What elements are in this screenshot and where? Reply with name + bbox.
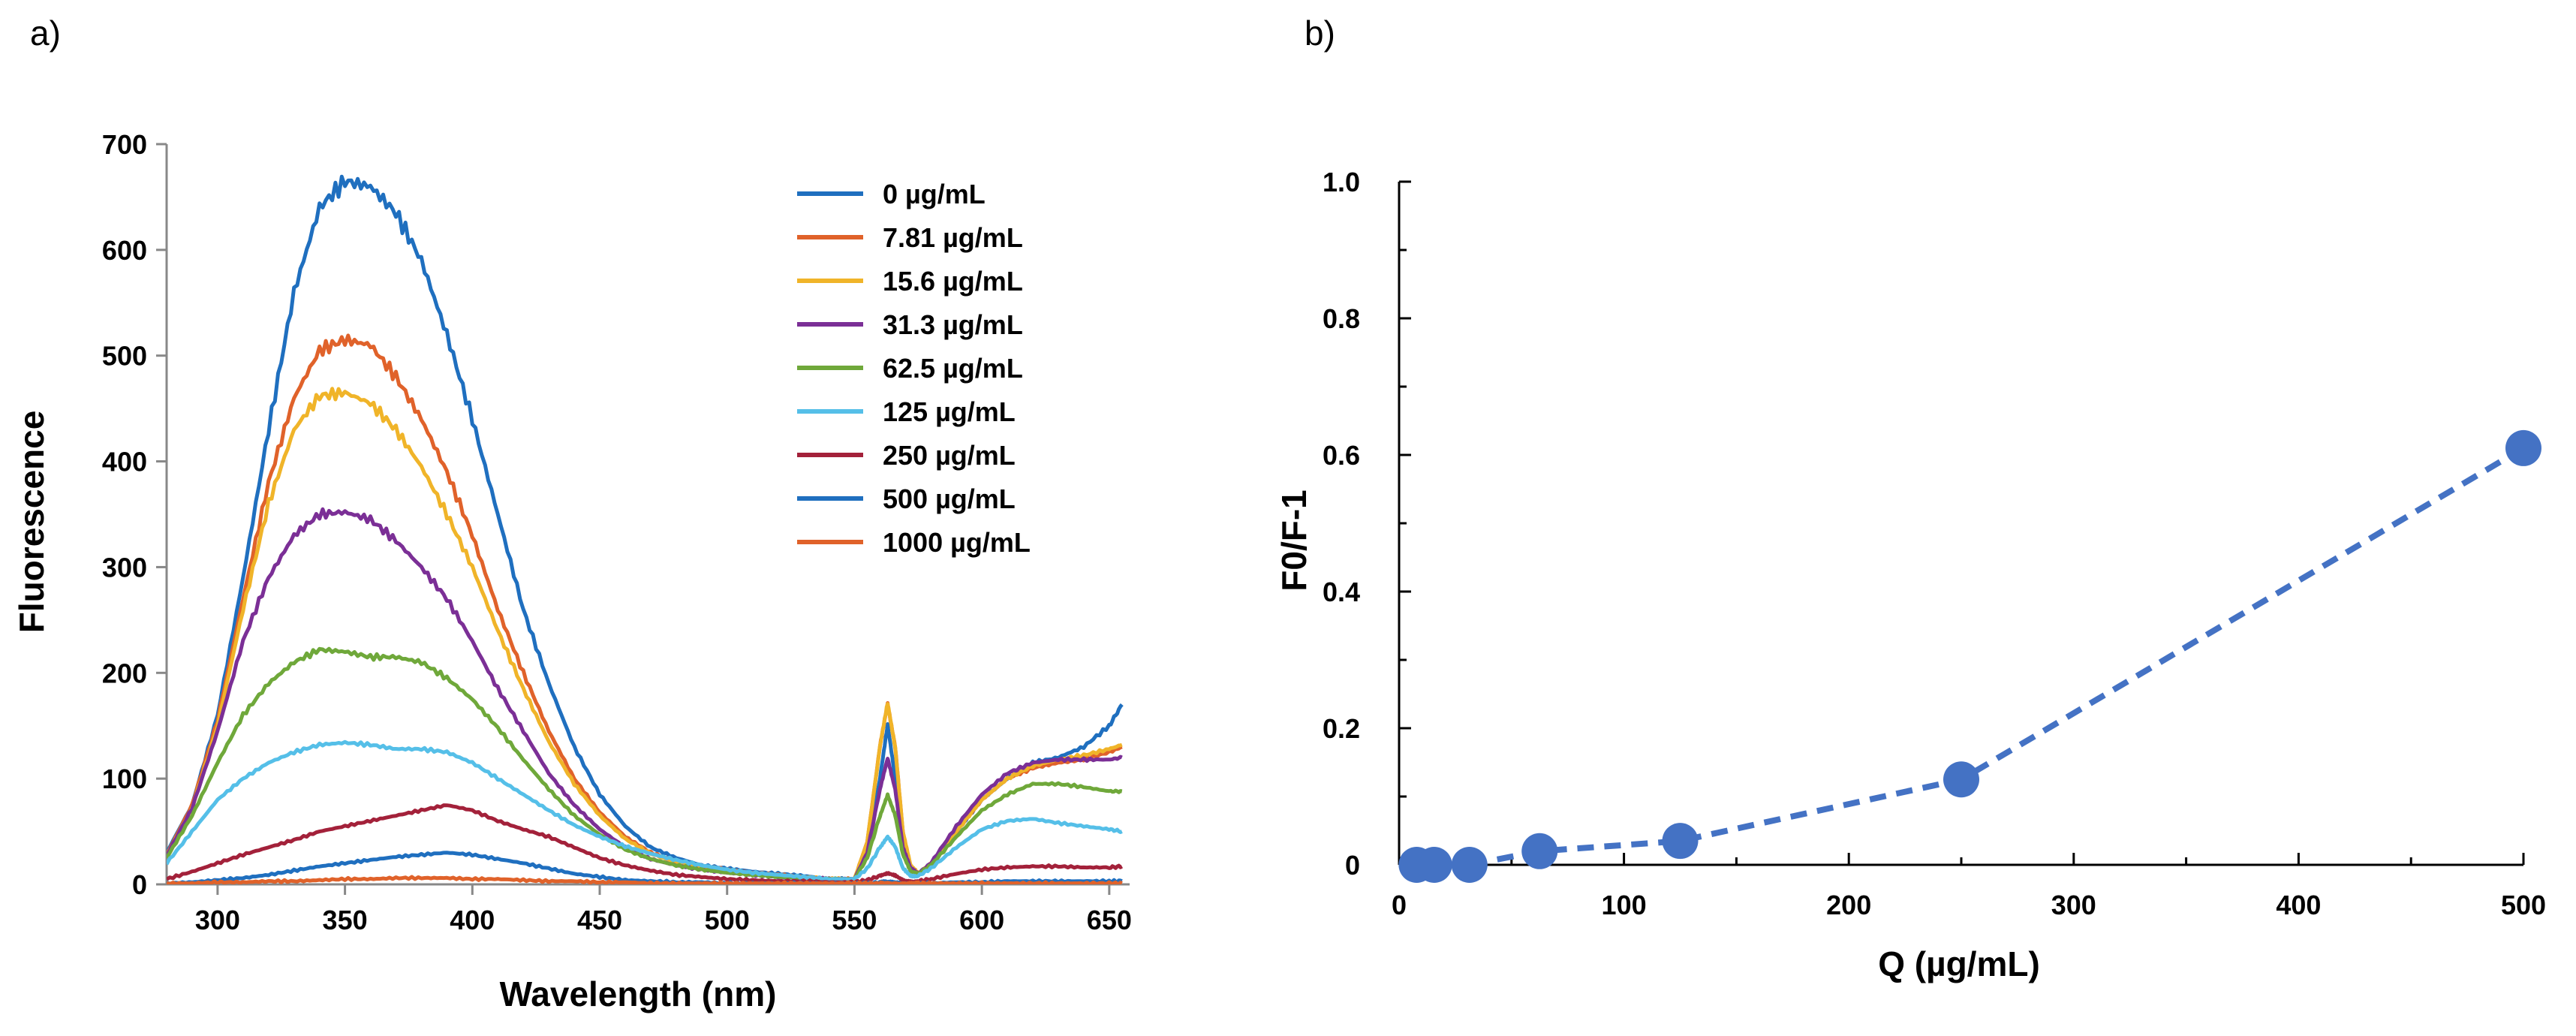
panel-a-y-axis-title: Fluorescence — [12, 411, 51, 634]
panel-b-axes — [1398, 180, 2525, 866]
legend-label: 0 µg/mL — [883, 179, 986, 209]
panel-b-x-tick-label: 500 — [2501, 890, 2546, 920]
data-point — [2505, 429, 2541, 466]
data-point — [1451, 847, 1488, 883]
panel-a-spectra-chart: a) 0 100 200 300 400 500 600 700 300 350 400 450 500… — [12, 14, 1132, 1013]
series-line-125-g-mL — [167, 739, 1123, 881]
legend-label: 500 µg/mL — [883, 483, 1016, 514]
panel-a-y-tick-label: 600 — [102, 235, 147, 266]
panel-a-y-tick-label: 300 — [102, 552, 147, 583]
panel-a-y-tick-label: 400 — [102, 447, 147, 477]
data-point — [1943, 761, 1979, 798]
panel-a-x-tick-label: 450 — [577, 905, 622, 935]
panel-b-y-tick-label: 1.0 — [1323, 167, 1360, 197]
series-line-31.3-g-mL — [167, 507, 1123, 882]
panel-b-y-tick-label: 0.6 — [1323, 440, 1360, 471]
panel-a-x-tick-label: 300 — [195, 905, 240, 935]
panel-b-x-tick-label: 200 — [1826, 890, 1871, 920]
legend-label: 15.6 µg/mL — [883, 266, 1023, 297]
panel-a-x-tick-label: 400 — [450, 905, 495, 935]
panel-a-x-tick-label: 550 — [832, 905, 877, 935]
panel-a-axes — [156, 143, 1130, 895]
panel-a-y-tick-label: 0 — [132, 869, 147, 900]
series-line-62.5-g-mL — [167, 646, 1123, 882]
panel-b-x-axis-title: Q (µg/mL) — [1878, 944, 2040, 983]
panel-b-y-tick-label: 0.4 — [1323, 577, 1360, 607]
panel-a-x-tick-label: 650 — [1087, 905, 1132, 935]
panel-a-label: a) — [30, 14, 61, 53]
panel-a-tick-labels: 0 100 200 300 400 500 600 700 300 350 400 450 500 550… — [102, 129, 1132, 935]
panel-b-x-tick-label: 400 — [2276, 890, 2321, 920]
panel-b-tick-labels: 0 0.2 0.4 0.6 0.8 1.0 0 100 200 300 400 500 — [1323, 167, 2546, 920]
legend-label: 7.81 µg/mL — [883, 222, 1023, 253]
panel-a-y-tick-label: 500 — [102, 341, 147, 372]
panel-b-x-tick-label: 300 — [2051, 890, 2096, 920]
panel-a-x-tick-label: 600 — [959, 905, 1004, 935]
panel-b-scatter-chart: b) 0 0.2 0.4 0.6 0.8 1.0 0 100 200 300 400 500 Q (µ… — [1274, 14, 2546, 983]
panel-b-series-group — [1398, 429, 2541, 883]
panel-b-y-axis-title: F0/F-1 — [1274, 489, 1314, 591]
series-line-1000-g-mL — [167, 875, 1123, 884]
legend-label: 62.5 µg/mL — [883, 353, 1023, 384]
panel-a-series-group — [167, 174, 1124, 884]
panel-b-x-tick-label: 0 — [1392, 890, 1407, 920]
series-trend-line — [1416, 445, 2526, 868]
legend-label: 125 µg/mL — [883, 396, 1016, 427]
data-point — [1521, 833, 1558, 869]
panel-b-x-tick-label: 100 — [1602, 890, 1647, 920]
legend-label: 250 µg/mL — [883, 440, 1016, 471]
panel-a-x-axis-title: Wavelength (nm) — [500, 974, 777, 1013]
panel-a-y-tick-label: 200 — [102, 658, 147, 688]
panel-a-y-tick-label: 700 — [102, 129, 147, 160]
data-point — [1416, 847, 1452, 883]
panel-b-y-tick-label: 0.2 — [1323, 713, 1360, 744]
legend-label: 1000 µg/mL — [883, 527, 1031, 558]
data-point — [1662, 823, 1699, 860]
panel-b-label: b) — [1305, 14, 1335, 53]
panel-b-y-tick-label: 0.8 — [1323, 303, 1360, 334]
panel-a-x-tick-label: 350 — [323, 905, 368, 935]
panel-b-y-tick-label: 0 — [1345, 850, 1360, 881]
panel-a-x-tick-label: 500 — [705, 905, 750, 935]
legend-label: 31.3 µg/mL — [883, 309, 1023, 340]
panel-a-y-tick-label: 100 — [102, 763, 147, 794]
series-line-250-g-mL — [167, 803, 1124, 884]
panel-a-legend: 0 µg/mL 7.81 µg/mL 15.6 µg/mL 31.3 µg/mL 62.… — [797, 179, 1031, 558]
